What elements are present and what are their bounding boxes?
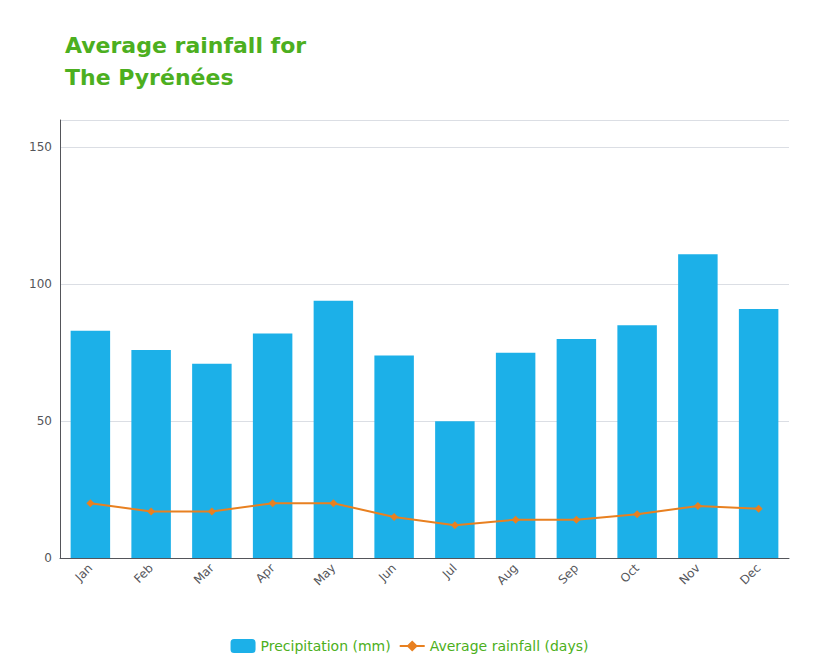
svg-text:Dec: Dec <box>737 561 763 587</box>
svg-text:Nov: Nov <box>676 561 702 587</box>
svg-text:100: 100 <box>29 277 52 291</box>
svg-text:Precipitation (mm): Precipitation (mm) <box>261 638 391 654</box>
svg-text:Jun: Jun <box>375 561 399 585</box>
svg-text:Average rainfall (days): Average rainfall (days) <box>430 638 589 654</box>
svg-text:Sep: Sep <box>555 561 581 587</box>
svg-text:Aug: Aug <box>494 561 520 587</box>
svg-text:150: 150 <box>29 140 52 154</box>
svg-text:50: 50 <box>37 414 52 428</box>
svg-text:Jan: Jan <box>72 561 96 585</box>
svg-text:Feb: Feb <box>131 561 156 586</box>
svg-text:Oct: Oct <box>618 561 643 586</box>
svg-text:May: May <box>311 561 338 588</box>
svg-text:Mar: Mar <box>191 561 217 587</box>
svg-text:Jul: Jul <box>439 561 460 582</box>
svg-text:Average rainfall for: Average rainfall for <box>65 33 306 58</box>
svg-text:Apr: Apr <box>253 561 278 586</box>
svg-text:0: 0 <box>44 551 52 565</box>
svg-text:The Pyrénées: The Pyrénées <box>65 65 234 90</box>
